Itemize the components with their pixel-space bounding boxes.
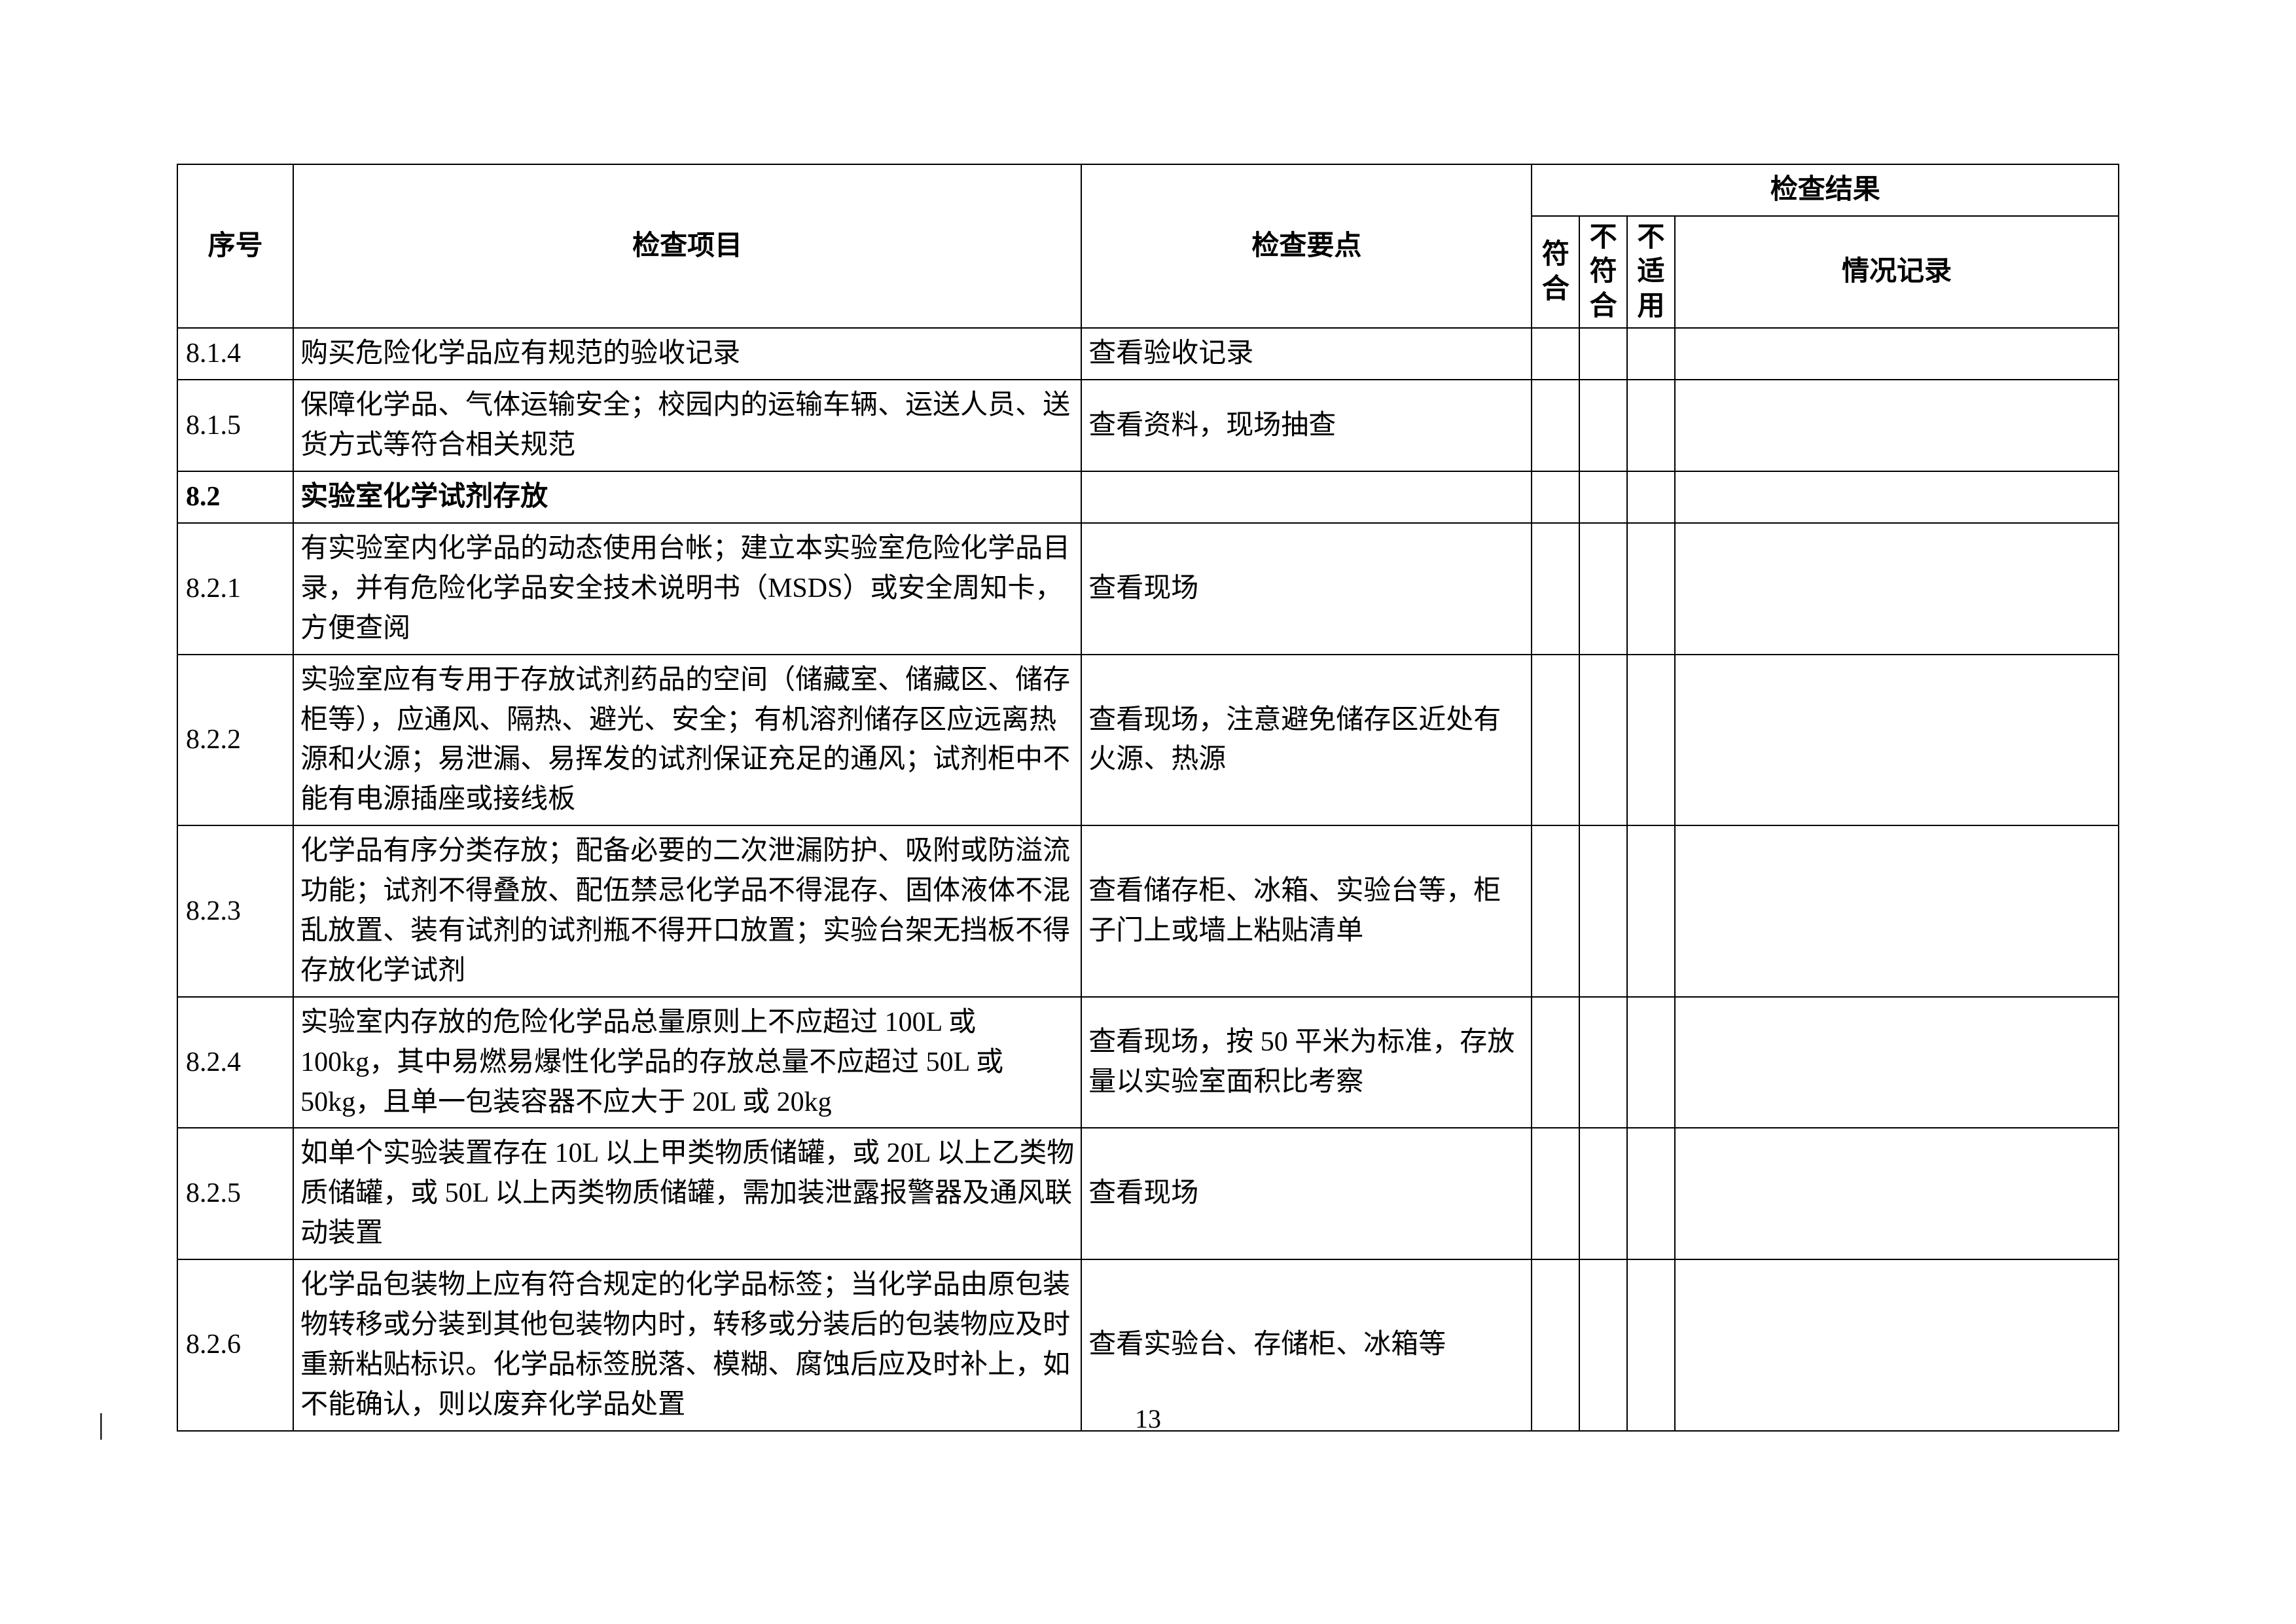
cell-item: 如单个实验装置存在 10L 以上甲类物质储罐，或 20L 以上乙类物质储罐，或 … bbox=[293, 1128, 1081, 1259]
cell-fail bbox=[1579, 997, 1627, 1128]
cell-key: 查看验收记录 bbox=[1081, 328, 1532, 380]
cell-pass bbox=[1532, 1128, 1579, 1259]
cell-fail bbox=[1579, 655, 1627, 826]
col-header-key: 检查要点 bbox=[1081, 164, 1532, 328]
page-number: 13 bbox=[0, 1403, 2296, 1434]
cell-fail bbox=[1579, 523, 1627, 655]
cell-record bbox=[1675, 380, 2119, 471]
cell-item: 有实验室内化学品的动态使用台帐；建立本实验室危险化学品目录，并有危险化学品安全技… bbox=[293, 523, 1081, 655]
cell-pass bbox=[1532, 655, 1579, 826]
cell-key: 查看现场 bbox=[1081, 523, 1532, 655]
table-row: 8.1.4购买危险化学品应有规范的验收记录查看验收记录 bbox=[177, 328, 2119, 380]
col-header-record: 情况记录 bbox=[1675, 216, 2119, 329]
cell-pass bbox=[1532, 825, 1579, 997]
cell-fail bbox=[1579, 825, 1627, 997]
cell-fail bbox=[1579, 380, 1627, 471]
cell-record bbox=[1675, 471, 2119, 523]
col-header-fail: 不符合 bbox=[1579, 216, 1627, 329]
table-row: 8.2.1有实验室内化学品的动态使用台帐；建立本实验室危险化学品目录，并有危险化… bbox=[177, 523, 2119, 655]
cell-pass bbox=[1532, 523, 1579, 655]
table-body: 8.1.4购买危险化学品应有规范的验收记录查看验收记录8.1.5保障化学品、气体… bbox=[177, 328, 2119, 1430]
cell-key: 查看现场 bbox=[1081, 1128, 1532, 1259]
table-row: 8.2.4实验室内存放的危险化学品总量原则上不应超过 100L 或 100kg，… bbox=[177, 997, 2119, 1128]
col-header-pass: 符合 bbox=[1532, 216, 1579, 329]
table-row: 8.2.3化学品有序分类存放；配备必要的二次泄漏防护、吸附或防溢流功能；试剂不得… bbox=[177, 825, 2119, 997]
cell-num: 8.1.4 bbox=[177, 328, 293, 380]
cell-fail bbox=[1579, 328, 1627, 380]
table-row: 8.2.2实验室应有专用于存放试剂药品的空间（储藏室、储藏区、储存柜等），应通风… bbox=[177, 655, 2119, 826]
cell-item: 购买危险化学品应有规范的验收记录 bbox=[293, 328, 1081, 380]
table-row: 8.2实验室化学试剂存放 bbox=[177, 471, 2119, 523]
cell-key: 查看现场，注意避免储存区近处有火源、热源 bbox=[1081, 655, 1532, 826]
cell-key: 查看现场，按 50 平米为标准，存放量以实验室面积比考察 bbox=[1081, 997, 1532, 1128]
col-header-num: 序号 bbox=[177, 164, 293, 328]
col-header-na: 不适用 bbox=[1627, 216, 1675, 329]
table-row: 8.1.5保障化学品、气体运输安全；校园内的运输车辆、运送人员、送货方式等符合相… bbox=[177, 380, 2119, 471]
cell-num: 8.1.5 bbox=[177, 380, 293, 471]
cell-na bbox=[1627, 328, 1675, 380]
cell-pass bbox=[1532, 471, 1579, 523]
cell-num: 8.2 bbox=[177, 471, 293, 523]
cell-fail bbox=[1579, 1128, 1627, 1259]
cell-record bbox=[1675, 1128, 2119, 1259]
cell-record bbox=[1675, 523, 2119, 655]
cell-na bbox=[1627, 825, 1675, 997]
cell-record bbox=[1675, 328, 2119, 380]
cell-pass bbox=[1532, 380, 1579, 471]
cell-record bbox=[1675, 997, 2119, 1128]
cell-na bbox=[1627, 997, 1675, 1128]
cell-pass bbox=[1532, 997, 1579, 1128]
cell-pass bbox=[1532, 328, 1579, 380]
cell-record bbox=[1675, 655, 2119, 826]
cell-item: 实验室应有专用于存放试剂药品的空间（储藏室、储藏区、储存柜等），应通风、隔热、避… bbox=[293, 655, 1081, 826]
col-header-result-group: 检查结果 bbox=[1532, 164, 2119, 216]
cell-key: 查看资料，现场抽查 bbox=[1081, 380, 1532, 471]
table-header: 序号 检查项目 检查要点 检查结果 符合 不符合 不适用 情况记录 bbox=[177, 164, 2119, 328]
cell-num: 8.2.5 bbox=[177, 1128, 293, 1259]
cell-na bbox=[1627, 380, 1675, 471]
cell-item: 实验室内存放的危险化学品总量原则上不应超过 100L 或 100kg，其中易燃易… bbox=[293, 997, 1081, 1128]
col-header-item: 检查项目 bbox=[293, 164, 1081, 328]
cell-na bbox=[1627, 1128, 1675, 1259]
cell-na bbox=[1627, 523, 1675, 655]
cell-num: 8.2.2 bbox=[177, 655, 293, 826]
table-row: 8.2.5如单个实验装置存在 10L 以上甲类物质储罐，或 20L 以上乙类物质… bbox=[177, 1128, 2119, 1259]
cell-key: 查看储存柜、冰箱、实验台等，柜子门上或墙上粘贴清单 bbox=[1081, 825, 1532, 997]
cell-record bbox=[1675, 825, 2119, 997]
cell-na bbox=[1627, 471, 1675, 523]
cell-item: 实验室化学试剂存放 bbox=[293, 471, 1081, 523]
cell-na bbox=[1627, 655, 1675, 826]
cell-key bbox=[1081, 471, 1532, 523]
cell-num: 8.2.1 bbox=[177, 523, 293, 655]
inspection-table: 序号 检查项目 检查要点 检查结果 符合 不符合 不适用 情况记录 8.1.4购… bbox=[177, 164, 2119, 1432]
cell-item: 化学品有序分类存放；配备必要的二次泄漏防护、吸附或防溢流功能；试剂不得叠放、配伍… bbox=[293, 825, 1081, 997]
page: 序号 检查项目 检查要点 检查结果 符合 不符合 不适用 情况记录 8.1.4购… bbox=[0, 0, 2296, 1624]
cell-num: 8.2.4 bbox=[177, 997, 293, 1128]
cell-item: 保障化学品、气体运输安全；校园内的运输车辆、运送人员、送货方式等符合相关规范 bbox=[293, 380, 1081, 471]
cursor-mark: | bbox=[98, 1407, 104, 1441]
cell-num: 8.2.3 bbox=[177, 825, 293, 997]
cell-fail bbox=[1579, 471, 1627, 523]
